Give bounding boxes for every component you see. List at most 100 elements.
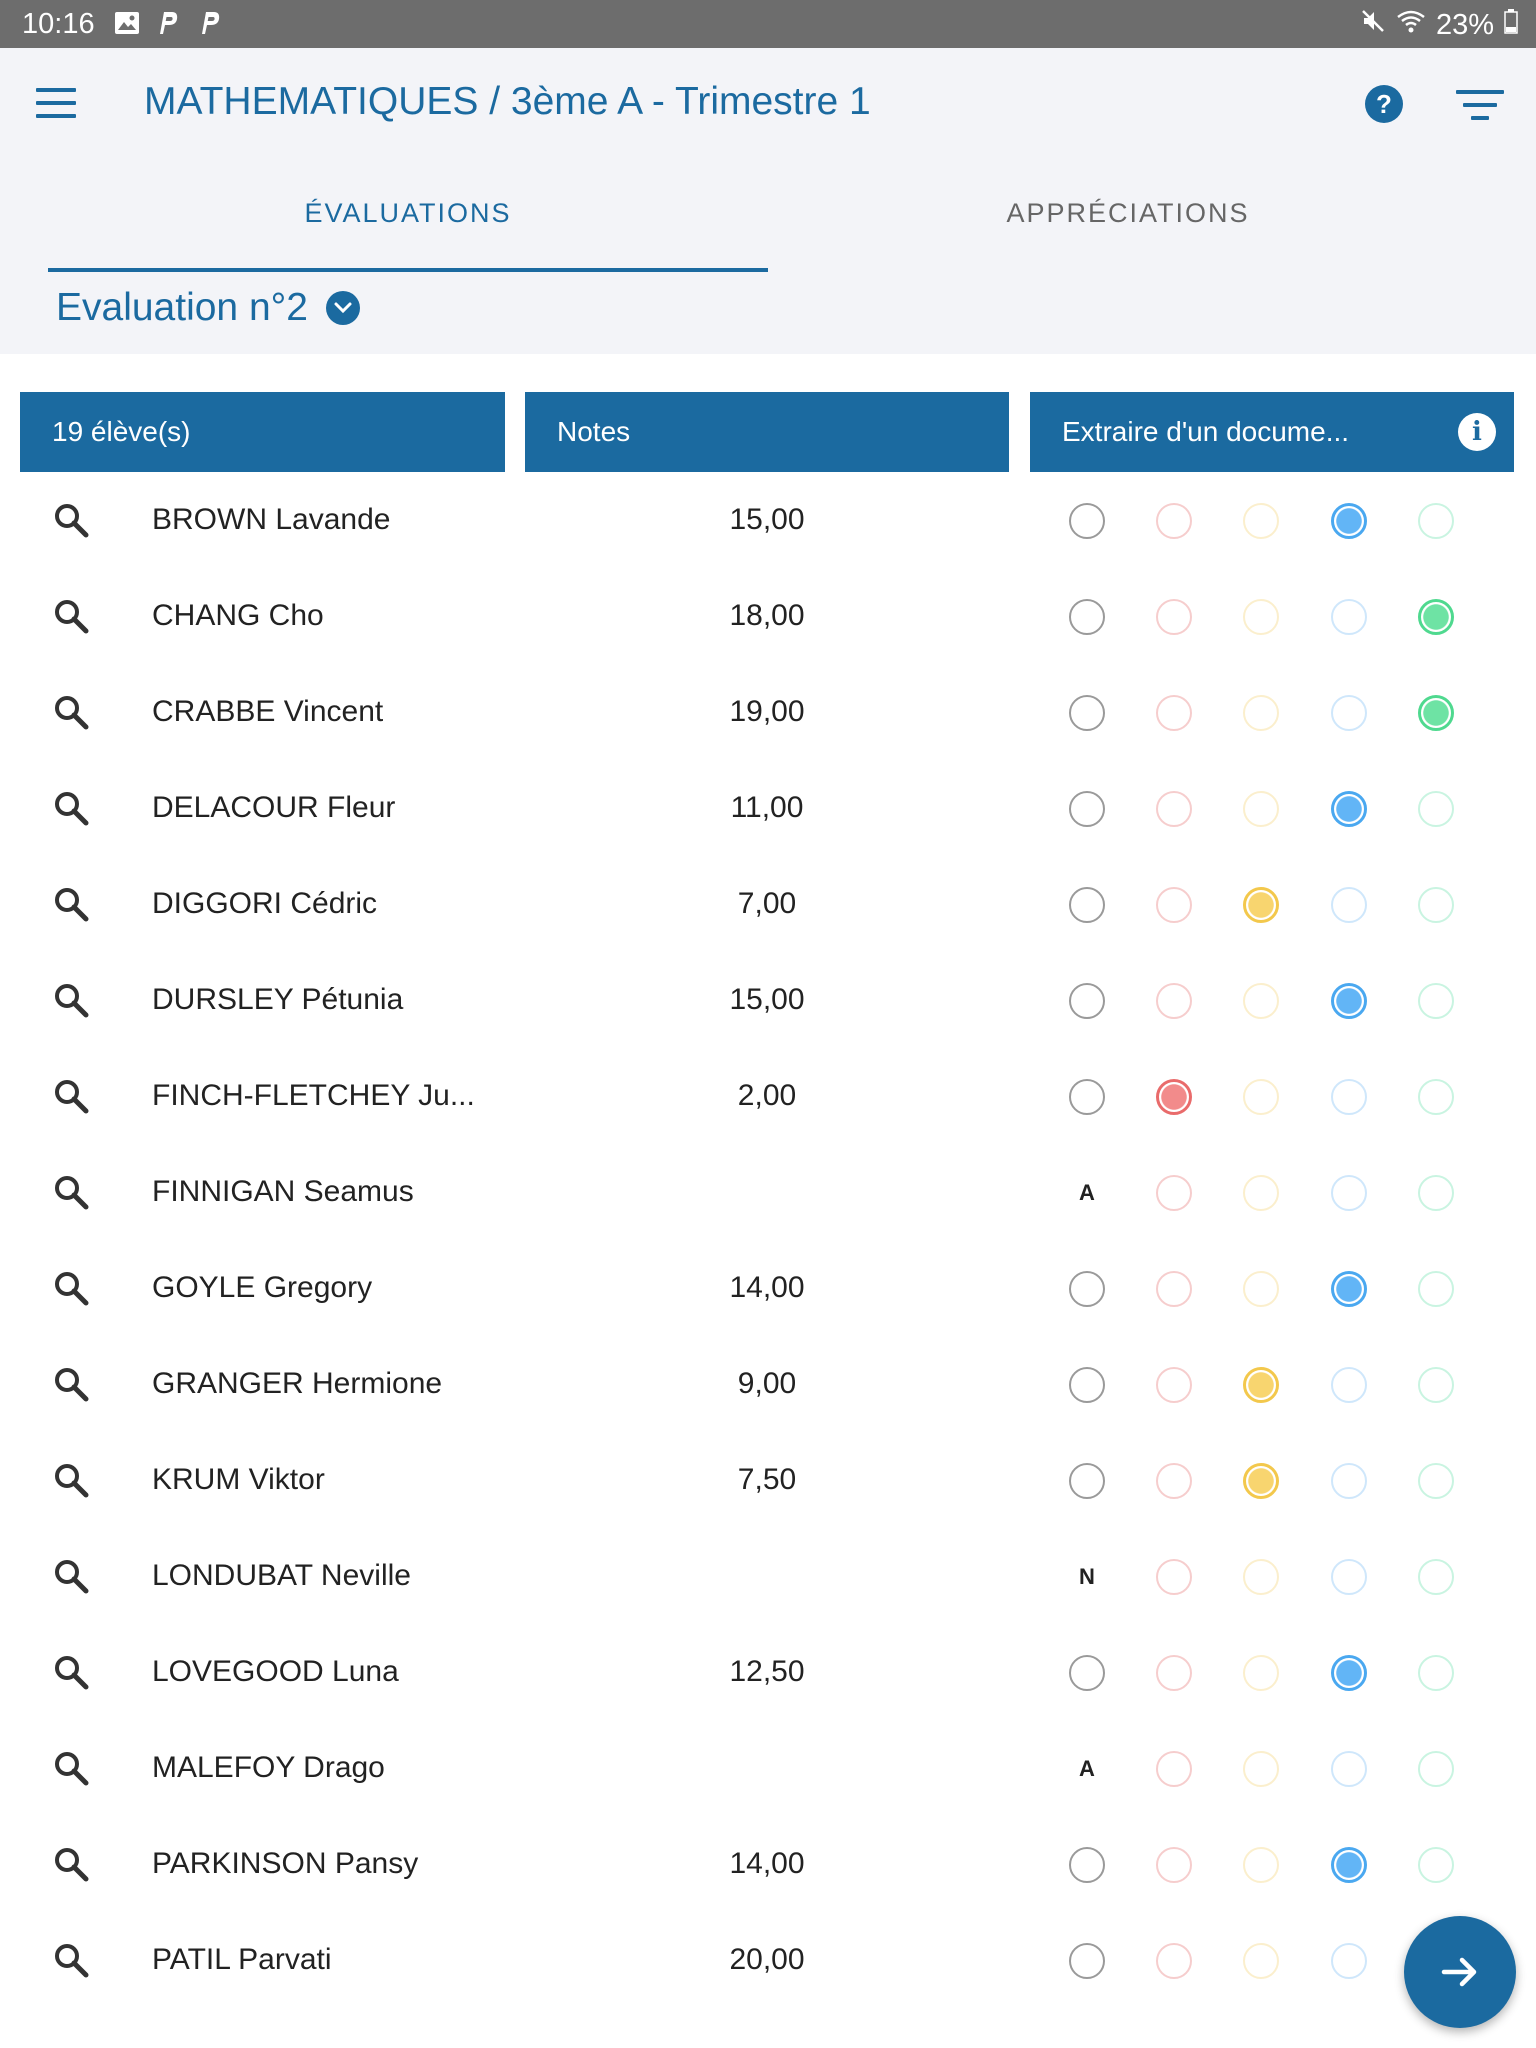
level-radio-1[interactable] — [1156, 599, 1192, 635]
level-radio-4[interactable] — [1418, 1367, 1454, 1403]
evaluation-selector[interactable]: Evaluation n°2 — [56, 286, 360, 330]
student-note[interactable]: 7,50 — [737, 1463, 797, 1496]
level-radio-1[interactable] — [1156, 1271, 1192, 1307]
level-radio-2[interactable] — [1243, 1463, 1279, 1499]
extract-column-header[interactable]: Extraire d'un docume... i — [1030, 392, 1514, 472]
status-letter[interactable]: A — [1079, 1756, 1095, 1781]
level-radio-1[interactable] — [1156, 791, 1192, 827]
search-icon[interactable] — [52, 1365, 92, 1405]
level-radio-4[interactable] — [1418, 791, 1454, 827]
search-icon[interactable] — [52, 885, 92, 925]
level-radio-0[interactable] — [1069, 1463, 1105, 1499]
level-radio-4[interactable] — [1418, 983, 1454, 1019]
level-radio-1[interactable] — [1156, 503, 1192, 539]
level-radio-1[interactable] — [1156, 1559, 1192, 1595]
status-letter[interactable]: N — [1079, 1564, 1095, 1589]
level-radio-1[interactable] — [1156, 1079, 1192, 1115]
level-radio-3[interactable] — [1331, 1751, 1367, 1787]
level-radio-3[interactable] — [1331, 599, 1367, 635]
level-radio-0[interactable] — [1069, 503, 1105, 539]
info-icon[interactable]: i — [1458, 413, 1496, 451]
level-radio-3[interactable] — [1331, 1655, 1367, 1691]
level-radio-4[interactable] — [1418, 1655, 1454, 1691]
level-radio-3[interactable] — [1331, 1559, 1367, 1595]
search-icon[interactable] — [52, 1749, 92, 1789]
level-radio-2[interactable] — [1243, 791, 1279, 827]
search-icon[interactable] — [52, 1077, 92, 1117]
level-radio-1[interactable] — [1156, 695, 1192, 731]
level-radio-3[interactable] — [1331, 1367, 1367, 1403]
level-radio-2[interactable] — [1243, 1751, 1279, 1787]
level-radio-3[interactable] — [1331, 503, 1367, 539]
level-radio-0[interactable] — [1069, 791, 1105, 827]
level-radio-3[interactable] — [1331, 1271, 1367, 1307]
level-radio-1[interactable] — [1156, 983, 1192, 1019]
student-note[interactable]: 11,00 — [730, 791, 804, 824]
level-radio-2[interactable] — [1243, 695, 1279, 731]
search-icon[interactable] — [52, 1941, 92, 1981]
level-radio-1[interactable] — [1156, 1367, 1192, 1403]
level-radio-4[interactable] — [1418, 695, 1454, 731]
level-radio-0[interactable] — [1069, 599, 1105, 635]
level-radio-0[interactable] — [1069, 1847, 1105, 1883]
level-radio-2[interactable] — [1243, 1079, 1279, 1115]
search-icon[interactable] — [52, 1653, 92, 1693]
level-radio-0[interactable] — [1069, 1943, 1105, 1979]
level-radio-0[interactable] — [1069, 1367, 1105, 1403]
level-radio-1[interactable] — [1156, 887, 1192, 923]
level-radio-4[interactable] — [1418, 1559, 1454, 1595]
level-radio-2[interactable] — [1243, 503, 1279, 539]
student-note[interactable]: 14,00 — [729, 1847, 805, 1880]
level-radio-1[interactable] — [1156, 1175, 1192, 1211]
menu-icon[interactable] — [36, 88, 76, 118]
student-note[interactable]: 7,00 — [737, 887, 797, 920]
level-radio-0[interactable] — [1069, 1271, 1105, 1307]
level-radio-0[interactable] — [1069, 1079, 1105, 1115]
level-radio-4[interactable] — [1418, 599, 1454, 635]
level-radio-4[interactable] — [1418, 1847, 1454, 1883]
level-radio-2[interactable] — [1243, 887, 1279, 923]
level-radio-3[interactable] — [1331, 1943, 1367, 1979]
level-radio-4[interactable] — [1418, 1175, 1454, 1211]
level-radio-4[interactable] — [1418, 1079, 1454, 1115]
search-icon[interactable] — [52, 1557, 92, 1597]
level-radio-3[interactable] — [1331, 983, 1367, 1019]
student-note[interactable]: 9,00 — [737, 1367, 797, 1400]
search-icon[interactable] — [52, 597, 92, 637]
level-radio-2[interactable] — [1243, 983, 1279, 1019]
level-radio-3[interactable] — [1331, 1463, 1367, 1499]
search-icon[interactable] — [52, 1173, 92, 1213]
level-radio-2[interactable] — [1243, 1175, 1279, 1211]
search-icon[interactable] — [52, 1269, 92, 1309]
level-radio-2[interactable] — [1243, 1943, 1279, 1979]
level-radio-4[interactable] — [1418, 1751, 1454, 1787]
search-icon[interactable] — [52, 1845, 92, 1885]
level-radio-2[interactable] — [1243, 1847, 1279, 1883]
student-note[interactable]: 2,00 — [737, 1079, 797, 1112]
level-radio-1[interactable] — [1156, 1751, 1192, 1787]
level-radio-3[interactable] — [1331, 887, 1367, 923]
level-radio-3[interactable] — [1331, 1079, 1367, 1115]
search-icon[interactable] — [52, 501, 92, 541]
search-icon[interactable] — [52, 1461, 92, 1501]
search-icon[interactable] — [52, 789, 92, 829]
level-radio-0[interactable] — [1069, 887, 1105, 923]
next-button[interactable] — [1404, 1916, 1516, 2028]
level-radio-3[interactable] — [1331, 791, 1367, 827]
student-note[interactable]: 14,00 — [729, 1271, 805, 1304]
student-note[interactable]: 20,00 — [729, 1943, 805, 1976]
level-radio-1[interactable] — [1156, 1943, 1192, 1979]
level-radio-3[interactable] — [1331, 695, 1367, 731]
level-radio-1[interactable] — [1156, 1463, 1192, 1499]
level-radio-0[interactable] — [1069, 695, 1105, 731]
status-letter[interactable]: A — [1079, 1180, 1095, 1205]
level-radio-0[interactable] — [1069, 983, 1105, 1019]
level-radio-4[interactable] — [1418, 1463, 1454, 1499]
tab-evaluations[interactable]: ÉVALUATIONS — [304, 198, 512, 228]
tab-appreciations[interactable]: APPRÉCIATIONS — [1006, 198, 1250, 228]
search-icon[interactable] — [52, 981, 92, 1021]
level-radio-2[interactable] — [1243, 1655, 1279, 1691]
student-note[interactable]: 15,00 — [729, 983, 805, 1016]
level-radio-2[interactable] — [1243, 1271, 1279, 1307]
level-radio-1[interactable] — [1156, 1847, 1192, 1883]
